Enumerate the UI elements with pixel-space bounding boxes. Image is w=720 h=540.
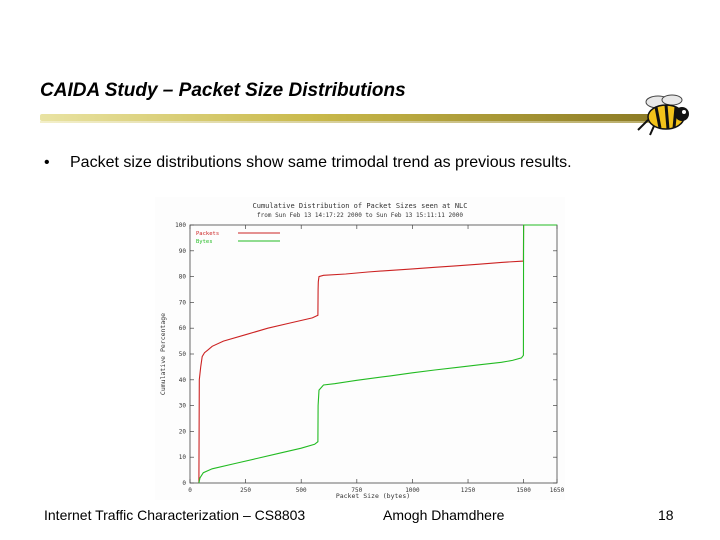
x-tick-label: 1650 (550, 487, 565, 494)
x-tick-label: 250 (240, 487, 251, 494)
x-tick-label: 500 (296, 487, 307, 494)
y-axis-ticks: 0 10 20 30 40 50 60 70 80 90 100 (175, 222, 557, 487)
chart-svg: Cumulative Distribution of Packet Sizes … (159, 202, 565, 500)
slide-title: CAIDA Study – Packet Size Distributions (40, 80, 406, 101)
x-tick-label: 1000 (405, 487, 420, 494)
yellow-jacket-bee-icon (637, 94, 689, 136)
y-tick-label: 90 (179, 248, 187, 255)
y-tick-label: 60 (179, 325, 187, 332)
y-tick-label: 70 (179, 299, 187, 306)
footer-course: Internet Traffic Characterization – CS88… (44, 507, 306, 523)
x-axis-ticks: 0 250 500 750 1000 1250 1500 1650 (188, 225, 565, 494)
x-axis-label: Packet Size (bytes) (336, 492, 410, 500)
footer-author: Amogh Dhamdhere (383, 507, 505, 523)
y-tick-label: 40 (179, 377, 187, 384)
y-tick-label: 0 (182, 480, 186, 487)
y-tick-label: 100 (175, 222, 186, 229)
packet-size-cdf-chart: Cumulative Distribution of Packet Sizes … (155, 197, 565, 500)
chart-subtitle: from Sun Feb 13 14:17:22 2000 to Sun Feb… (257, 212, 463, 219)
series-line-bytes (198, 224, 557, 484)
bullet-marker: • (44, 154, 50, 171)
y-tick-label: 20 (179, 428, 187, 435)
page-number: 18 (658, 507, 674, 523)
series-lines (198, 224, 557, 484)
title-underline (40, 114, 652, 121)
title-underline-shadow (40, 121, 652, 123)
bullet-text: Packet size distributions show same trim… (70, 154, 572, 171)
y-axis-label: Cumulative Percentage (159, 313, 167, 395)
chart-title: Cumulative Distribution of Packet Sizes … (253, 202, 468, 210)
y-tick-label: 10 (179, 454, 187, 461)
x-tick-label: 1250 (461, 487, 476, 494)
y-tick-label: 80 (179, 274, 187, 281)
chart-legend: Packets Bytes (196, 231, 280, 245)
x-tick-label: 0 (188, 487, 192, 494)
x-tick-label: 1500 (516, 487, 531, 494)
legend-label-bytes: Bytes (196, 239, 213, 245)
plot-frame (189, 224, 558, 484)
legend-label-packets: Packets (196, 231, 219, 237)
series-line-packets (198, 224, 557, 484)
y-tick-label: 50 (179, 351, 187, 358)
y-tick-label: 30 (179, 403, 187, 410)
x-tick-label: 750 (351, 487, 362, 494)
